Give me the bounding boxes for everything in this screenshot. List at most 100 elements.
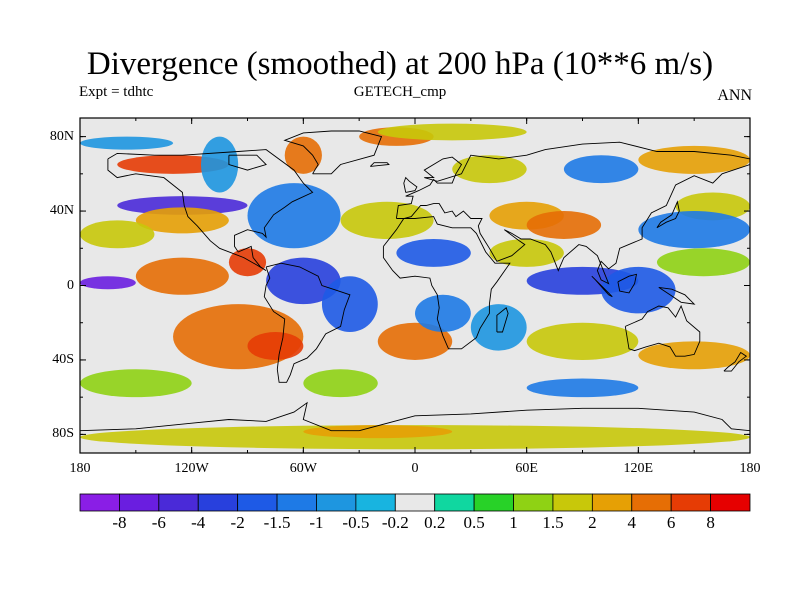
colorbar-swatch [473, 493, 514, 512]
field-patch [526, 322, 639, 360]
coastline [263, 262, 351, 383]
colorbar-swatch [434, 493, 475, 512]
colorbar-swatch [513, 493, 554, 512]
colorbar-level-label: -8 [112, 513, 127, 532]
longitude-tick-label: 180 [739, 461, 761, 476]
field-patch [266, 257, 341, 305]
field-patch [247, 183, 341, 249]
colorbar-swatch [670, 493, 711, 512]
longitude-tick-label: 120W [174, 461, 209, 476]
coastline [723, 351, 748, 372]
colorbar-level-label: 1.5 [542, 513, 564, 532]
colorbar-level-label: 6 [666, 513, 676, 532]
field-patch [638, 211, 750, 249]
chart-title: Divergence (smoothed) at 200 hPa (10**6 … [86, 46, 714, 82]
field-patch [247, 332, 304, 360]
latitude-tick-label: 80S [52, 426, 74, 442]
coastline [658, 286, 696, 305]
field-patch [452, 155, 527, 184]
field-patch [284, 136, 322, 174]
field-patch [303, 425, 453, 439]
colorbar-level-label: -1.5 [263, 513, 291, 532]
colorbar-swatch [316, 493, 357, 512]
colorbar-swatch [276, 493, 317, 512]
colorbar-swatch [197, 493, 239, 512]
longitude-tick-label: 180 [69, 461, 91, 476]
colorbar-swatch [79, 493, 120, 512]
colorbar-level-label: -0.5 [342, 513, 370, 532]
field-patch [415, 294, 471, 333]
colorbar-level-label: 4 [627, 513, 637, 532]
coastline [617, 273, 638, 294]
colorbar-level-label: 0.2 [424, 513, 446, 532]
colorbar-swatch [119, 493, 160, 512]
field-patch [200, 136, 239, 193]
colorbar-level-label: -4 [191, 513, 206, 532]
field-patch [526, 211, 602, 239]
coastline [228, 154, 267, 171]
field-patch [80, 276, 136, 290]
latitude-tick-label: 80N [49, 128, 74, 144]
field-patch [489, 238, 564, 267]
colorbar-level-label: 2 [588, 513, 597, 532]
colorbar-level-label: -1 [309, 513, 324, 532]
field-patch [135, 207, 229, 234]
field-patch [601, 266, 676, 314]
coastline [107, 149, 314, 271]
field-patch [470, 304, 527, 351]
field-patch [135, 257, 229, 295]
field-patch [656, 248, 750, 277]
coastline [283, 130, 383, 175]
colorbar-level-label: 0.5 [463, 513, 485, 532]
field-patch [303, 369, 378, 398]
experiment-label: Expt = tdhtc [79, 84, 154, 100]
field-patch [377, 123, 527, 141]
colorbar-level-label: 8 [706, 513, 715, 532]
field-patch [377, 322, 453, 360]
longitude-tick-label: 120E [623, 461, 654, 476]
coastline [496, 307, 509, 333]
field-patch [228, 248, 267, 277]
coastline [624, 304, 701, 357]
coastline [403, 176, 418, 193]
colorbar [79, 493, 751, 512]
coastline [395, 141, 750, 285]
field-patch [117, 196, 248, 215]
field-patch [340, 201, 434, 239]
colorbar-level-label: -2 [230, 513, 245, 532]
latitude-tick-label: 0 [67, 277, 74, 293]
latitude-tick-label: 40N [49, 203, 74, 219]
colorbar-swatch [394, 493, 436, 512]
colorbar-swatch [158, 493, 199, 512]
coastlines [80, 130, 750, 432]
field-patch [396, 238, 471, 267]
divergence-field [80, 123, 750, 450]
field-patch [117, 155, 229, 174]
field-patch [563, 155, 639, 184]
coastline [382, 216, 511, 350]
field-patch [80, 220, 155, 249]
longitude-tick-label: 60W [289, 461, 317, 476]
coastline [656, 200, 680, 229]
coastline [591, 275, 613, 298]
colorbar-swatch [237, 493, 278, 512]
field-patch [321, 276, 378, 333]
colorbar-swatch [631, 493, 672, 512]
field-patch [638, 341, 750, 370]
map-plot-area [80, 118, 750, 453]
coastline [369, 162, 390, 167]
longitude-tick-label: 60E [515, 461, 538, 476]
field-patch [638, 145, 750, 174]
field-patch [80, 369, 192, 398]
colorbar-swatch [710, 493, 751, 512]
season-label: ANN [717, 87, 752, 104]
colorbar-swatch [355, 493, 396, 512]
field-patch [526, 378, 639, 398]
colorbar-level-label: 1 [509, 513, 518, 532]
colorbar-swatch [591, 493, 633, 512]
latitude-tick-label: 40S [52, 351, 74, 367]
map-ticks [79, 118, 751, 453]
field-patch [80, 136, 174, 150]
colorbar-swatch [552, 493, 593, 512]
